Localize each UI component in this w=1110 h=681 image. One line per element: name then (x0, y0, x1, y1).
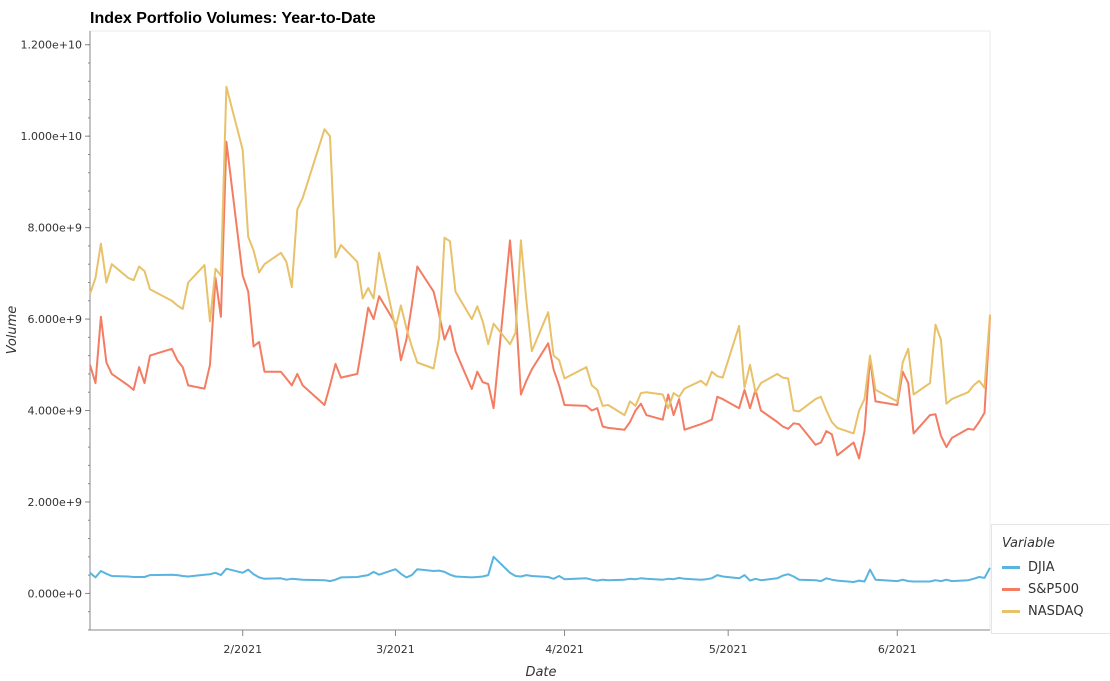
legend-swatch-djia (1002, 565, 1020, 569)
x-tick-label: 3/2021 (376, 643, 415, 656)
y-tick-label: 4.000e+9 (28, 405, 82, 418)
series-line-djia (89, 555, 991, 583)
x-tick-label: 4/2021 (545, 643, 584, 656)
y-tick-label: 2.000e+9 (28, 496, 82, 509)
x-tick-label: 5/2021 (709, 643, 748, 656)
legend-label-djia: DJIA (1028, 559, 1055, 575)
legend-label-nasdaq: NASDAQ (1028, 603, 1084, 619)
y-axis-ticks: 0.000e+0 2.000e+9 4.000e+9 6.000e+9 8.000e+9… (21, 39, 90, 631)
x-axis-title: Date (525, 665, 556, 680)
series-line-sp500 (89, 140, 991, 460)
y-tick-label: 0.000e+0 (28, 587, 82, 600)
y-tick-label: 1.200e+10 (21, 39, 82, 52)
y-axis-title: Volume (5, 306, 20, 355)
legend-swatch-nasdaq (1002, 609, 1020, 613)
series-lines (89, 85, 991, 583)
y-tick-label: 8.000e+9 (28, 222, 82, 235)
series-line-nasdaq (89, 85, 991, 435)
legend: Variable DJIA S&P500 NASDAQ (991, 524, 1110, 634)
x-axis-ticks: 2/2021 3/2021 4/2021 5/2021 6/2021 (223, 630, 917, 656)
x-tick-label: 2/2021 (223, 643, 262, 656)
y-tick-label: 6.000e+9 (28, 313, 82, 326)
legend-label-sp500: S&P500 (1028, 581, 1080, 597)
x-tick-label: 6/2021 (878, 643, 917, 656)
legend-item-nasdaq[interactable]: NASDAQ (1002, 601, 1084, 621)
chart-title: Index Portfolio Volumes: Year-to-Date (90, 10, 376, 27)
legend-item-djia[interactable]: DJIA (1002, 557, 1055, 577)
y-tick-label: 1.000e+10 (21, 130, 82, 143)
legend-swatch-sp500 (1002, 587, 1020, 591)
legend-item-sp500[interactable]: S&P500 (1002, 579, 1079, 599)
legend-title: Variable (1002, 536, 1055, 551)
